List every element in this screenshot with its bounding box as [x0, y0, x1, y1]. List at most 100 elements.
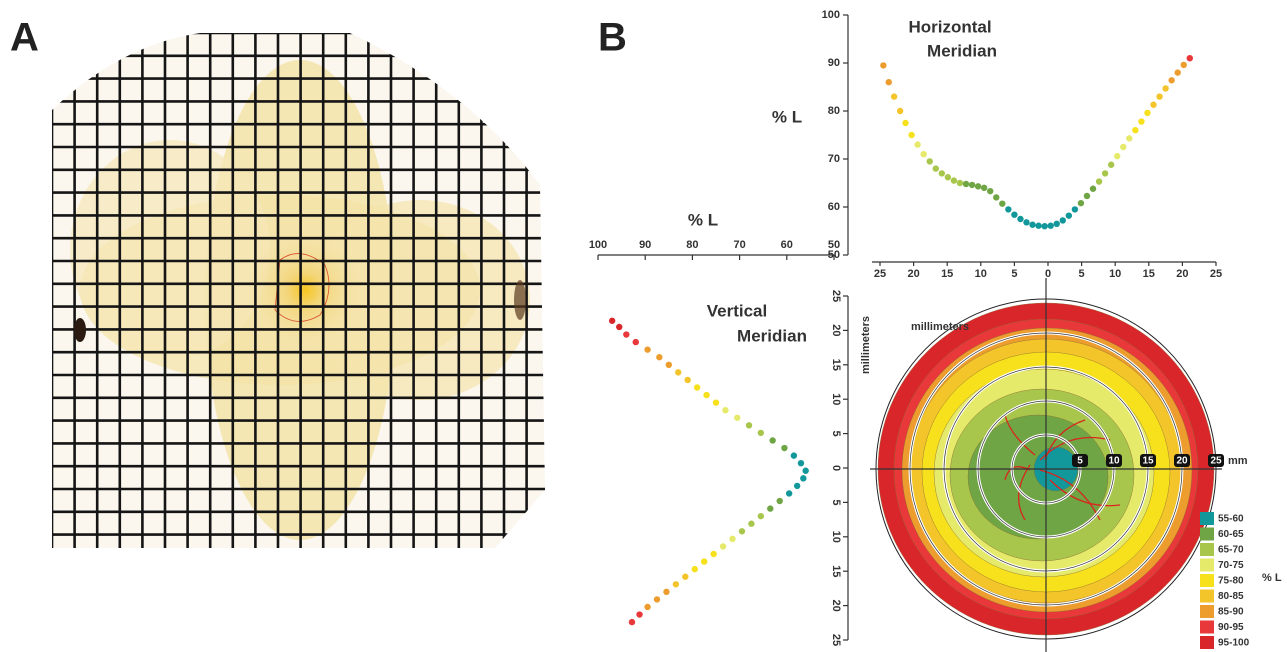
point	[963, 181, 969, 187]
point	[710, 551, 716, 557]
point	[684, 377, 690, 383]
legend-swatch	[1200, 590, 1214, 603]
point	[786, 490, 792, 496]
legend-swatch	[1200, 512, 1214, 525]
point	[644, 604, 650, 610]
x-tick-label: 80	[686, 239, 698, 251]
point	[663, 589, 669, 595]
x-tick-label: 5	[1011, 268, 1017, 280]
y-tick-label: 5	[830, 431, 842, 437]
point	[1054, 221, 1060, 227]
legend-swatch	[1200, 543, 1214, 556]
point	[656, 354, 662, 360]
point	[1114, 153, 1120, 159]
point	[939, 170, 945, 176]
y-tick-label: 60	[828, 201, 840, 213]
point	[729, 536, 735, 542]
ring-tick-label: 15	[1142, 456, 1154, 467]
point	[891, 93, 897, 99]
ring-tick-label: 10	[1108, 456, 1120, 467]
y-tick-label: 20	[830, 324, 842, 336]
point	[758, 513, 764, 519]
point	[908, 132, 914, 138]
legend-label: 55-60	[1218, 514, 1244, 525]
legend-label: 95-100	[1218, 638, 1250, 649]
point	[1126, 135, 1132, 141]
point	[748, 521, 754, 527]
point	[734, 415, 740, 421]
contour-map: 510152025mmmillimeters55-6060-6565-7070-…	[870, 278, 1282, 652]
point	[781, 445, 787, 451]
retina-photo	[40, 20, 560, 560]
point	[1187, 55, 1193, 61]
y-tick-label: 90	[828, 57, 840, 69]
x-tick-label: 5	[1079, 268, 1085, 280]
point	[777, 498, 783, 504]
legend-swatch	[1200, 574, 1214, 587]
x-tick-label: 15	[941, 268, 953, 280]
point	[1005, 206, 1011, 212]
point	[1120, 144, 1126, 150]
x-tick-label: 70	[733, 239, 745, 251]
ring-tick-label: 5	[1077, 456, 1083, 467]
point	[1108, 162, 1114, 168]
point	[920, 151, 926, 157]
point	[969, 182, 975, 188]
point	[933, 165, 939, 171]
legend-label: 90-95	[1218, 622, 1244, 633]
point	[1060, 217, 1066, 223]
ring-unit: mm	[1228, 455, 1248, 467]
panel-label: A	[10, 16, 39, 60]
x-axis-label: millimeters	[911, 321, 969, 333]
point	[694, 384, 700, 390]
point	[999, 200, 1005, 206]
point	[633, 339, 639, 345]
y-tick-label: 100	[822, 9, 840, 21]
point	[1132, 127, 1138, 133]
point	[1023, 219, 1029, 225]
legend-label: 60-65	[1218, 529, 1244, 540]
x-tick-label: 25	[874, 268, 886, 280]
point	[1084, 193, 1090, 199]
point	[666, 362, 672, 368]
point	[897, 108, 903, 114]
legend-swatch	[1200, 636, 1214, 649]
point	[739, 528, 745, 534]
point	[902, 120, 908, 126]
point	[1047, 223, 1053, 229]
legend-label: 80-85	[1218, 591, 1244, 602]
point	[692, 566, 698, 572]
point	[886, 79, 892, 85]
y-tick-label: 15	[830, 359, 842, 371]
point	[1138, 118, 1144, 124]
y-tick-label: 15	[830, 565, 842, 577]
ring-tick-label: 20	[1176, 456, 1188, 467]
point	[800, 475, 806, 481]
point	[767, 505, 773, 511]
point	[720, 543, 726, 549]
y-tick-label: 10	[830, 531, 842, 543]
y-tick-label: 10	[830, 393, 842, 405]
point	[1181, 62, 1187, 68]
y-tick-label: 0	[830, 465, 842, 471]
x-tick-label: 10	[1109, 268, 1121, 280]
x-tick-label: 20	[1176, 268, 1188, 280]
title: Horizontal	[908, 17, 991, 36]
point	[609, 318, 615, 324]
point	[701, 558, 707, 564]
point	[1150, 102, 1156, 108]
point	[1035, 223, 1041, 229]
point	[1017, 216, 1023, 222]
x-tick-label: 100	[589, 239, 607, 251]
panel-label: B	[598, 16, 627, 60]
legend-label: 85-90	[1218, 607, 1244, 618]
point	[981, 185, 987, 191]
legend-label: 65-70	[1218, 545, 1244, 556]
y-axis-label: % L	[772, 107, 802, 126]
point	[713, 399, 719, 405]
point	[1144, 110, 1150, 116]
x-tick-label: 10	[975, 268, 987, 280]
point	[746, 422, 752, 428]
point	[654, 596, 660, 602]
y-tick-label: 25	[830, 290, 842, 302]
